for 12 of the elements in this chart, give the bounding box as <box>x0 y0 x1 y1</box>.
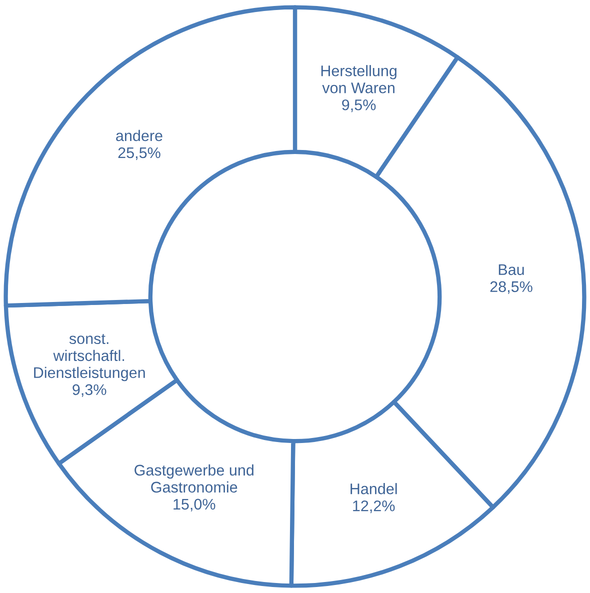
data-label: 15,0% <box>174 498 216 512</box>
slice-label: sonst. wirtschaftl. Dienstleistungen <box>34 334 145 382</box>
slice-label: Handel <box>350 483 397 494</box>
slice-label: Gastgewerbe und Gastronomie <box>134 464 254 493</box>
data-label: 28,5% <box>490 281 532 294</box>
slice-label: Bau <box>498 264 524 276</box>
data-label: 12,2% <box>353 500 395 514</box>
slice-label: andere <box>116 130 162 142</box>
slice-label: Herstellung von Waren <box>321 65 396 94</box>
data-label: 9,5% <box>342 99 376 112</box>
data-label: 9,3% <box>72 384 106 397</box>
data-label: 25,5% <box>118 147 160 160</box>
